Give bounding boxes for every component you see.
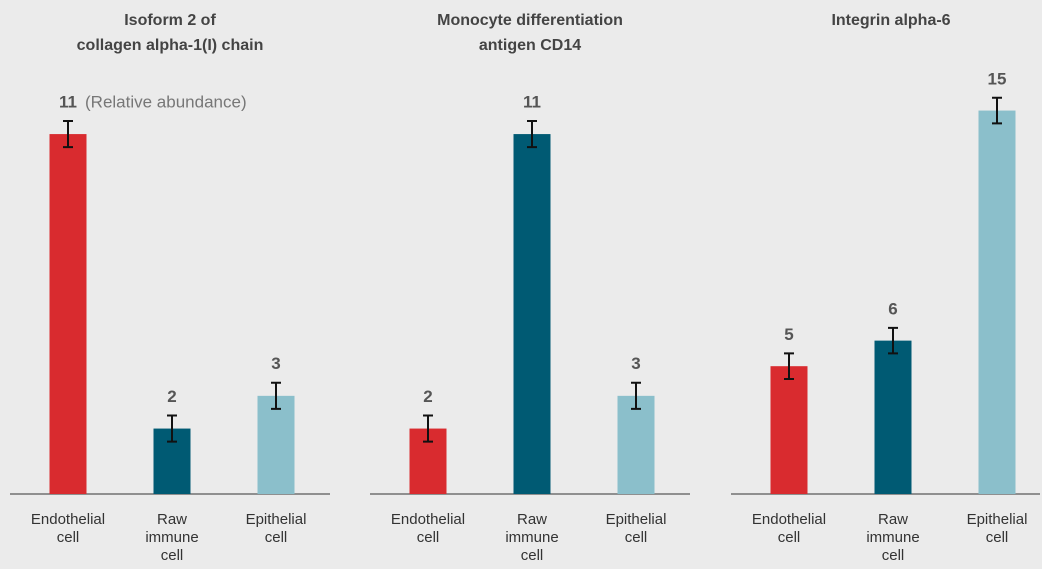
bar xyxy=(770,366,808,494)
bar xyxy=(874,340,912,494)
value-label: 2 xyxy=(167,387,176,406)
x-tick-label: Raw immune cell xyxy=(505,511,559,564)
chart-title: Integrin alpha-6 xyxy=(831,12,951,29)
chart-title: Monocyte differentiation antigen CD14 xyxy=(437,12,623,54)
bar xyxy=(978,110,1016,494)
x-tick-label: Raw immune cell xyxy=(145,511,199,564)
annotation: (Relative abundance) xyxy=(85,92,247,111)
chart-title: Isoform 2 of collagen alpha-1(I) chain xyxy=(76,12,264,54)
value-label: 3 xyxy=(631,354,640,373)
value-label: 2 xyxy=(423,387,432,406)
error-bar xyxy=(527,119,537,149)
value-label: 11 xyxy=(523,92,541,111)
x-tick-label: Epithelial cell xyxy=(245,511,307,546)
bar xyxy=(513,134,551,494)
value-label: 15 xyxy=(988,69,1007,88)
error-bar xyxy=(271,381,281,410)
error-bar xyxy=(167,414,177,443)
x-tick-label: Endothelial cell xyxy=(30,511,106,546)
value-label: 6 xyxy=(888,299,897,318)
error-bar xyxy=(631,381,641,410)
x-tick-label: Epithelial cell xyxy=(605,511,667,546)
value-label: 3 xyxy=(271,354,280,373)
value-label: 5 xyxy=(784,325,793,344)
error-bar xyxy=(63,119,73,149)
value-label: 11 xyxy=(59,92,77,111)
bar xyxy=(257,395,295,494)
x-tick-label: Endothelial cell xyxy=(390,511,466,546)
error-bar xyxy=(992,96,1002,125)
x-tick-label: Epithelial cell xyxy=(966,511,1028,546)
bar xyxy=(49,134,87,494)
error-bar xyxy=(423,414,433,443)
error-bar xyxy=(784,352,794,380)
error-bar xyxy=(888,326,898,355)
x-tick-label: Endothelial cell xyxy=(751,511,827,546)
bar xyxy=(617,395,655,494)
x-tick-label: Raw immune cell xyxy=(866,511,920,564)
